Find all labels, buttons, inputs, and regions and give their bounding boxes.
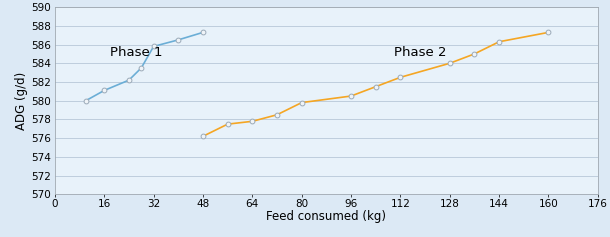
Point bbox=[173, 38, 183, 42]
Point bbox=[297, 101, 307, 105]
Point bbox=[395, 75, 405, 79]
Point bbox=[445, 61, 454, 65]
Point bbox=[99, 89, 109, 92]
Point bbox=[470, 52, 479, 56]
Point bbox=[248, 119, 257, 123]
Text: Phase 2: Phase 2 bbox=[394, 46, 447, 59]
Point bbox=[81, 99, 91, 103]
Point bbox=[371, 85, 381, 89]
Point bbox=[272, 113, 282, 117]
Point bbox=[137, 66, 146, 70]
Point bbox=[544, 31, 553, 34]
Point bbox=[346, 94, 356, 98]
Y-axis label: ADG (g/d): ADG (g/d) bbox=[15, 72, 28, 130]
Text: Phase 1: Phase 1 bbox=[110, 46, 163, 59]
X-axis label: Feed consumed (kg): Feed consumed (kg) bbox=[267, 210, 386, 223]
Point bbox=[494, 40, 504, 44]
Point bbox=[198, 31, 208, 34]
Point bbox=[198, 134, 208, 138]
Point bbox=[124, 78, 134, 82]
Point bbox=[223, 122, 232, 126]
Point bbox=[149, 45, 159, 48]
